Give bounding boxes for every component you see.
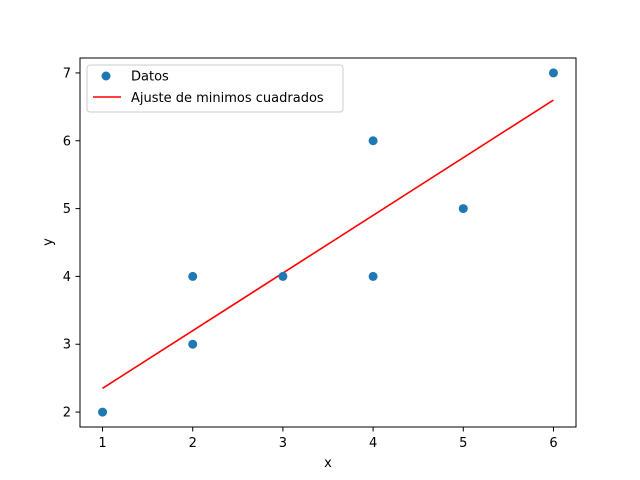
y-tick-label: 4 — [63, 270, 71, 285]
plot-area — [80, 58, 576, 427]
y-tick-label: 2 — [63, 406, 71, 421]
data-point — [368, 136, 378, 146]
y-axis-ticks: 2 3 4 5 6 7 — [63, 66, 80, 421]
data-point — [98, 407, 108, 417]
y-tick-label: 3 — [63, 338, 71, 353]
legend-label-datos: Datos — [131, 70, 169, 85]
data-point — [548, 68, 558, 78]
x-axis-label: x — [324, 456, 332, 471]
x-tick-label: 6 — [549, 436, 557, 451]
legend: Datos Ajuste de minimos cuadrados — [86, 64, 344, 113]
data-point — [188, 339, 198, 349]
data-point — [278, 271, 288, 281]
y-tick-label: 6 — [63, 134, 71, 149]
series-layer — [98, 68, 558, 417]
fit-line — [102, 99, 554, 390]
data-point — [188, 271, 198, 281]
y-axis-label: y — [41, 238, 56, 246]
x-axis-ticks: 1 2 3 4 5 6 — [98, 427, 558, 451]
plot-frame — [79, 57, 577, 428]
y-tick-label: 7 — [63, 66, 71, 81]
x-tick-label: 5 — [459, 436, 467, 451]
x-tick-label: 1 — [98, 436, 106, 451]
x-tick-label: 2 — [189, 436, 197, 451]
data-point — [458, 204, 468, 214]
legend-label-fit: Ajuste de minimos cuadrados — [131, 91, 324, 106]
y-tick-label: 5 — [63, 202, 71, 217]
data-point — [368, 271, 378, 281]
x-tick-label: 3 — [279, 436, 287, 451]
legend-box — [86, 64, 344, 113]
x-tick-label: 4 — [369, 436, 377, 451]
legend-scatter-marker — [101, 71, 111, 81]
